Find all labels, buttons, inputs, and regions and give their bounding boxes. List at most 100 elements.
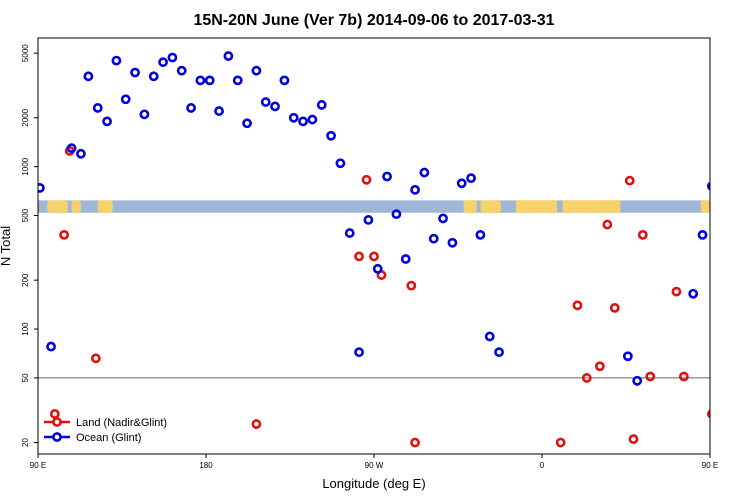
data-point: [46, 341, 56, 352]
data-point: [419, 167, 430, 178]
data-point: [406, 280, 417, 291]
data-point: [628, 434, 639, 444]
land-shape: [47, 200, 68, 213]
data-point: [251, 65, 262, 76]
data-point: [354, 347, 364, 358]
data-point: [326, 130, 336, 141]
data-point: [214, 106, 224, 116]
legend-label: Land (Nadir&Glint): [76, 417, 167, 429]
data-point: [475, 229, 486, 240]
data-point: [382, 171, 392, 182]
data-point: [391, 209, 402, 220]
x-axis: 90 E 180 90 W 0 90 E: [30, 454, 718, 470]
data-point: [706, 181, 710, 191]
x-tick-label: 0: [540, 461, 545, 470]
data-point: [555, 437, 566, 448]
data-point: [298, 116, 308, 127]
x-tick-label: 180: [199, 461, 213, 470]
land-shape: [700, 200, 710, 213]
data-point: [66, 143, 77, 154]
data-point: [38, 183, 45, 193]
y-tick-label: 200: [21, 273, 30, 287]
data-point: [372, 263, 383, 274]
data-point: [251, 419, 262, 429]
chart-title: 15N-20N June (Ver 7b) 2014-09-06 to 2017…: [193, 12, 554, 29]
data-point: [494, 347, 504, 358]
y-tick-label: 50: [21, 373, 30, 382]
land-shape: [562, 200, 621, 213]
data-point: [139, 109, 150, 120]
land-shape: [463, 200, 477, 213]
data-point: [111, 55, 122, 66]
data-point: [260, 97, 271, 107]
legend: Land (Nadir&Glint) Ocean (Glint): [44, 417, 167, 444]
data-point: [609, 302, 620, 313]
legend-label: Ocean (Glint): [76, 432, 141, 444]
data-point: [120, 94, 131, 105]
data-point: [148, 71, 159, 82]
data-point: [581, 373, 592, 383]
data-point: [428, 233, 439, 244]
x-tick-label: 90 W: [365, 461, 384, 470]
data-point: [59, 229, 70, 240]
data-point: [223, 51, 234, 61]
series-land: [49, 146, 710, 448]
data-point: [400, 254, 411, 264]
data-point: [688, 288, 699, 299]
map-strip: [38, 200, 710, 213]
data-point: [594, 361, 605, 372]
series-layer: [38, 51, 710, 448]
data-point: [456, 178, 467, 189]
data-point: [671, 286, 682, 297]
data-point: [622, 351, 633, 362]
data-point: [632, 375, 643, 386]
data-point: [438, 213, 448, 224]
data-point: [204, 75, 215, 86]
y-tick-label: 1000: [21, 157, 30, 175]
data-point: [167, 52, 178, 63]
data-point: [354, 251, 364, 262]
data-point: [130, 67, 140, 78]
x-tick-label: 90 E: [30, 461, 46, 470]
data-point: [602, 219, 613, 230]
data-point: [102, 116, 112, 127]
y-axis-label: N Total: [0, 226, 13, 266]
land-shape: [515, 200, 557, 213]
data-point: [316, 100, 327, 110]
data-point: [637, 229, 648, 240]
y-tick-label: 2000: [21, 108, 30, 126]
y-tick-label: 500: [21, 208, 30, 222]
data-point: [697, 229, 708, 240]
data-point: [369, 251, 379, 262]
data-point: [195, 75, 206, 86]
data-point: [232, 75, 243, 86]
legend-marker: [52, 432, 62, 442]
data-point: [484, 331, 495, 342]
data-point: [466, 173, 476, 184]
data-point: [361, 174, 372, 185]
data-point: [279, 75, 290, 86]
y-axis: 20 50 100 200 500 1000 2000 5000: [21, 44, 38, 447]
data-point: [242, 118, 252, 129]
data-point: [678, 371, 689, 382]
data-point: [83, 71, 94, 82]
data-point: [176, 65, 187, 76]
data-point: [92, 103, 103, 113]
legend-marker: [52, 417, 62, 427]
land-shape: [71, 200, 81, 213]
data-point: [186, 103, 196, 113]
data-point: [158, 57, 168, 68]
data-point: [645, 371, 656, 382]
x-tick-label: 90 E: [702, 461, 718, 470]
data-point: [307, 114, 318, 125]
data-point: [410, 437, 420, 448]
data-point: [572, 300, 583, 311]
data-point: [270, 101, 280, 112]
data-point: [76, 148, 86, 159]
land-shape: [480, 200, 501, 213]
data-point: [447, 237, 458, 248]
series-ocean: [38, 51, 710, 386]
x-axis-label: Longitude (deg E): [322, 476, 425, 491]
